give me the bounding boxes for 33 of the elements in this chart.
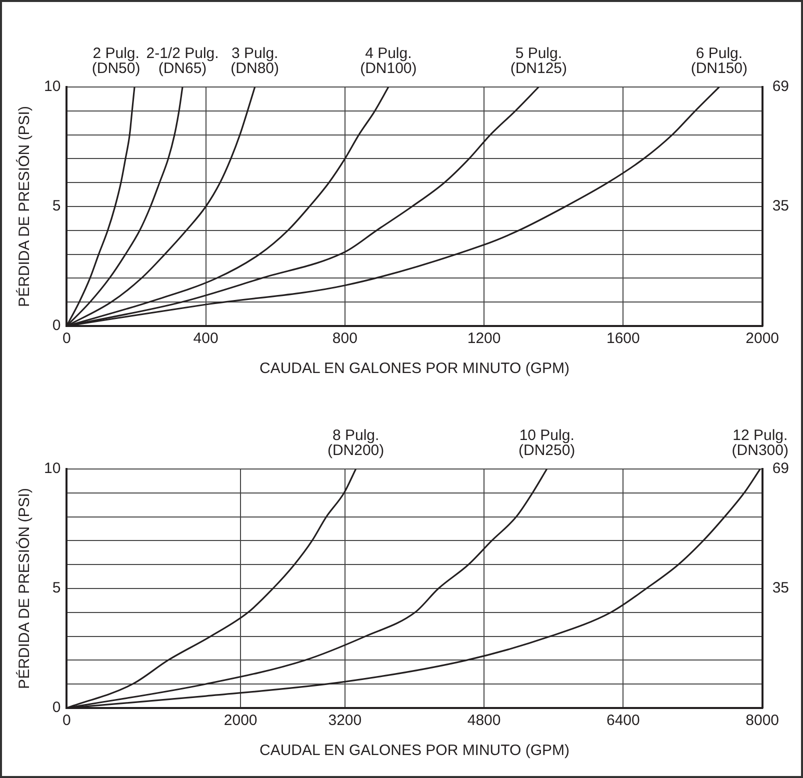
- x-tick-label: 800: [332, 330, 358, 348]
- x-tick-label: 2000: [224, 712, 258, 730]
- series-label: 6 Pulg. (DN150): [690, 45, 748, 77]
- y2-tick-label: 35: [772, 198, 790, 215]
- x-tick-label: 2000: [746, 330, 780, 348]
- series-label: 4 Pulg. (DN100): [360, 45, 417, 77]
- series-label: 10 Pulg. (DN250): [518, 427, 576, 459]
- x-tick-label: 4800: [467, 712, 501, 730]
- y-tick-label: 5: [52, 198, 61, 215]
- y-tick-label: 0: [52, 699, 61, 716]
- x-axis-title: CAUDAL EN GALONES POR MINUTO (GPM): [259, 742, 570, 760]
- x-axis-title: CAUDAL EN GALONES POR MINUTO (GPM): [259, 360, 570, 378]
- x-tick-label: 3200: [328, 712, 362, 730]
- series-label: 12 Pulg. (DN300): [732, 427, 788, 459]
- x-tick-label: 1200: [467, 330, 501, 348]
- y2-tick-label: 35: [772, 580, 790, 597]
- x-tick-label: 6400: [606, 712, 640, 730]
- series-label: 5 Pulg. (DN125): [510, 45, 568, 77]
- y-tick-label: 5: [52, 580, 61, 597]
- x-tick-label: 1600: [606, 330, 640, 348]
- y2-tick-label: 69: [772, 460, 790, 478]
- y-tick-label: 10: [44, 78, 61, 96]
- y-axis-title: PÉRDIDA DE PRESIÓN (PSI): [15, 488, 34, 689]
- series-label: 2-1/2 Pulg. (DN65): [146, 45, 219, 77]
- y-tick-label: 10: [44, 460, 61, 478]
- series-label: 8 Pulg. (DN200): [327, 427, 384, 459]
- y-tick-label: 0: [52, 317, 61, 334]
- y-axis-title: PÉRDIDA DE PRESIÓN (PSI): [15, 106, 34, 307]
- x-tick-label: 400: [193, 330, 218, 348]
- x-tick-label: 8000: [746, 712, 780, 730]
- series-label: 3 Pulg. (DN80): [230, 45, 280, 77]
- y2-tick-label: 69: [772, 78, 790, 96]
- series-label: 2 Pulg. (DN50): [92, 45, 140, 77]
